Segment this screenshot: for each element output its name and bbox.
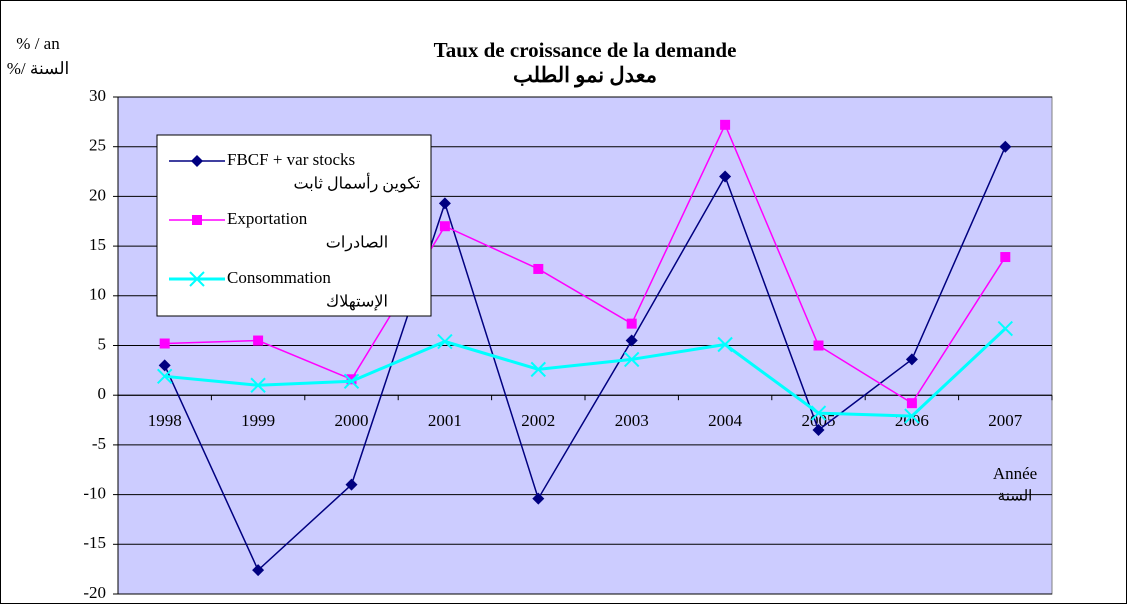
y-tick-label: 10 — [89, 285, 106, 304]
marker — [533, 263, 544, 274]
y-tick-label: 25 — [89, 136, 106, 155]
marker — [189, 271, 205, 287]
marker — [156, 368, 173, 385]
marker — [532, 492, 545, 505]
y-tick-label: 15 — [89, 235, 106, 254]
x-axis-label: Année — [993, 464, 1037, 483]
series-line — [164, 327, 1007, 418]
y-tick-label: 30 — [89, 86, 106, 105]
y-tick-label: -10 — [83, 484, 106, 503]
x-tick-label: 2006 — [895, 411, 929, 430]
marker — [191, 155, 203, 167]
marker — [720, 119, 731, 130]
marker — [346, 374, 357, 385]
y-tick-label: -20 — [83, 583, 106, 602]
marker — [192, 215, 202, 225]
marker — [343, 373, 360, 389]
y-tick-label: 5 — [98, 334, 107, 353]
marker — [904, 408, 920, 424]
marker — [530, 361, 547, 378]
x-axis-label: السنة — [998, 488, 1033, 504]
y-tick-label: 0 — [98, 384, 107, 403]
marker — [159, 338, 170, 349]
series-line — [164, 122, 1006, 405]
marker — [250, 377, 266, 393]
x-tick-label: 1999 — [241, 411, 275, 430]
marker — [439, 221, 450, 232]
x-tick-label: 1998 — [148, 411, 182, 430]
marker — [437, 333, 453, 350]
series-line — [164, 146, 1006, 572]
legend-label: الإستهلاك — [326, 294, 388, 311]
legend-label: Exportation — [227, 209, 308, 228]
marker — [438, 197, 451, 210]
marker — [252, 564, 265, 577]
y-tick-label: -5 — [92, 434, 106, 453]
marker — [158, 359, 171, 372]
marker — [625, 334, 638, 347]
marker — [626, 318, 637, 329]
marker — [623, 351, 640, 368]
marker — [997, 320, 1014, 337]
x-tick-label: 2001 — [428, 411, 462, 430]
x-tick-label: 2004 — [708, 411, 743, 430]
marker — [813, 340, 824, 351]
marker — [253, 335, 264, 346]
x-tick-label: 2002 — [521, 411, 555, 430]
legend-label: الصادرات — [326, 235, 388, 252]
y-tick-label: 20 — [89, 185, 106, 204]
marker — [812, 423, 825, 436]
y-axis-label: % / an — [16, 34, 60, 53]
marker — [719, 170, 732, 183]
marker — [1000, 252, 1011, 263]
legend-label: تكوين رأسمال ثابت — [293, 173, 420, 193]
x-tick-label: 2000 — [335, 411, 369, 430]
y-tick-label: -15 — [83, 533, 106, 552]
marker — [905, 353, 918, 366]
legend-label: FBCF + var stocks — [227, 150, 355, 169]
marker — [717, 336, 733, 353]
marker — [345, 478, 358, 491]
x-tick-label: 2007 — [988, 411, 1023, 430]
chart-subtitle: معدل نمو الطلب — [513, 63, 657, 88]
marker — [999, 140, 1012, 153]
x-tick-label: 2005 — [802, 411, 836, 430]
x-tick-label: 2003 — [615, 411, 649, 430]
legend-label: Consommation — [227, 268, 331, 287]
marker — [810, 405, 827, 421]
marker — [906, 398, 917, 409]
chart-title: Taux de croissance de la demande — [434, 38, 737, 62]
y-axis-label: %/ السنة — [7, 59, 69, 78]
